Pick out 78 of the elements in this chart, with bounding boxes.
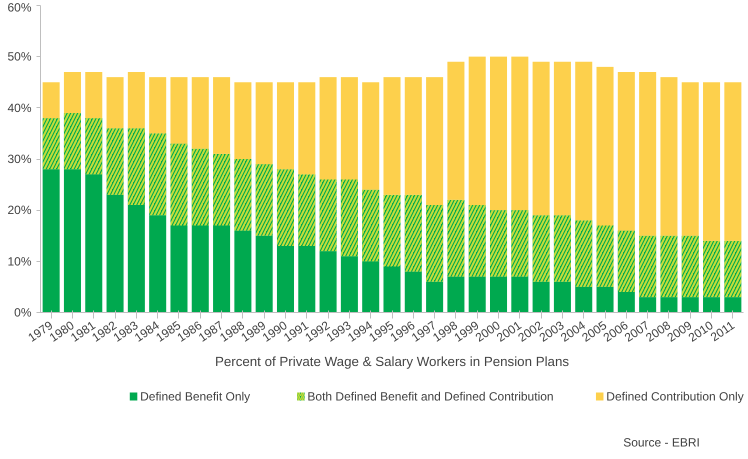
bar xyxy=(128,205,145,312)
bar xyxy=(532,282,550,312)
bar xyxy=(618,72,635,231)
bar xyxy=(362,261,380,312)
bar xyxy=(682,297,699,312)
bar xyxy=(256,236,273,312)
y-tick-label: 60% xyxy=(7,0,32,14)
bar xyxy=(404,272,422,312)
bar xyxy=(298,246,316,312)
bar xyxy=(85,72,102,118)
bar xyxy=(64,169,81,312)
bar xyxy=(447,276,464,312)
bar xyxy=(192,226,209,312)
x-axis-title: Percent of Private Wage & Salary Workers in Pension Plans xyxy=(214,354,570,369)
bar xyxy=(149,215,166,312)
bar xyxy=(64,72,81,113)
legend-label: Both Defined Benefit and Defined Contribution xyxy=(307,390,554,404)
bar xyxy=(256,82,273,164)
bar xyxy=(639,297,656,312)
bar xyxy=(575,62,592,220)
bar xyxy=(42,82,60,118)
bar xyxy=(447,62,464,200)
bar xyxy=(511,276,528,312)
bar xyxy=(468,276,486,312)
bar xyxy=(170,226,188,312)
bar xyxy=(106,77,124,128)
bar xyxy=(532,62,550,216)
bar xyxy=(149,77,166,134)
bar xyxy=(618,292,635,312)
bar xyxy=(468,56,486,206)
bar xyxy=(213,77,230,154)
bar xyxy=(340,77,358,180)
y-tick-label: 30% xyxy=(7,152,32,166)
bar xyxy=(234,230,252,312)
bar xyxy=(404,77,422,195)
bar xyxy=(596,66,614,226)
bar xyxy=(724,297,742,312)
bar xyxy=(128,72,145,128)
bar xyxy=(490,276,508,312)
bar xyxy=(703,297,720,312)
y-tick-label: 10% xyxy=(7,254,32,268)
bar xyxy=(639,72,656,236)
bar xyxy=(170,77,188,144)
bar xyxy=(383,77,401,195)
bar xyxy=(575,286,592,312)
bar xyxy=(276,246,294,312)
bar xyxy=(660,77,678,236)
legend-label: Defined Contribution Only xyxy=(606,390,744,404)
bar xyxy=(554,282,571,312)
bar xyxy=(85,174,102,312)
bar xyxy=(192,77,209,149)
bar xyxy=(234,82,252,159)
y-tick-label: 0% xyxy=(14,306,32,320)
bar xyxy=(490,56,508,210)
bar xyxy=(383,266,401,312)
bar xyxy=(106,194,124,312)
bar xyxy=(511,56,528,210)
legend-label: Defined Benefit Only xyxy=(140,390,250,404)
bar xyxy=(426,282,444,312)
bar xyxy=(320,77,337,180)
bar xyxy=(660,297,678,312)
bar xyxy=(320,251,337,312)
bar xyxy=(596,286,614,312)
bar xyxy=(276,82,294,170)
bar xyxy=(340,256,358,312)
y-tick-label: 20% xyxy=(7,203,32,218)
bar xyxy=(362,82,380,190)
y-tick-label: 40% xyxy=(7,100,32,115)
y-tick-label: 50% xyxy=(7,50,32,64)
source-note: Source - EBRI xyxy=(623,436,700,450)
bar xyxy=(213,226,230,312)
bar xyxy=(703,82,720,241)
bar xyxy=(42,169,60,312)
bar xyxy=(682,82,699,236)
bar xyxy=(426,77,444,206)
bar xyxy=(724,82,742,241)
bar xyxy=(554,62,571,216)
bar xyxy=(298,82,316,174)
